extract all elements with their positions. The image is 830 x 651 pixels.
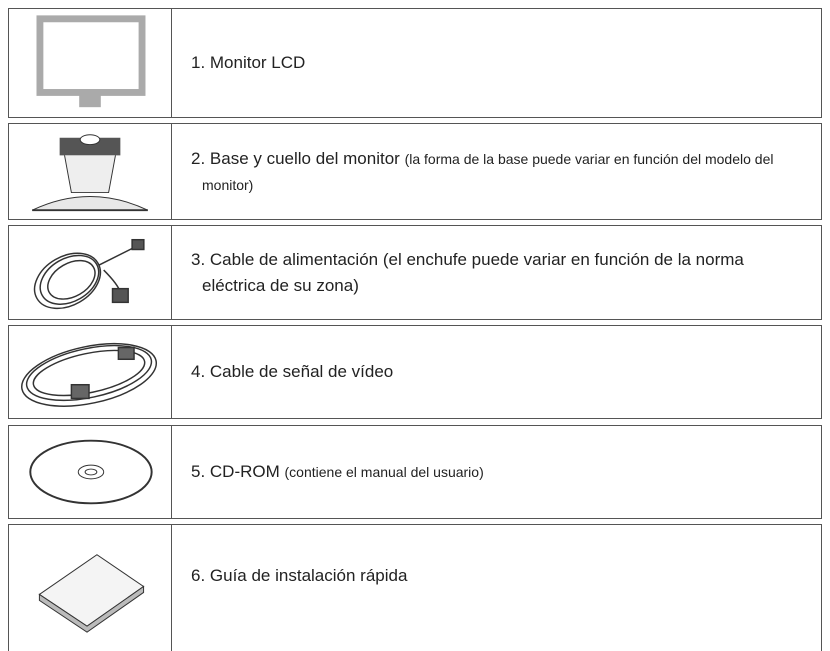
power-cable-icon [9,226,172,319]
item-row: 1. Monitor LCD [8,8,822,118]
item-row: 6. Guía de instalación rápida [8,524,822,651]
item-label: 2. Base y cuello del monitor [191,148,400,168]
base-icon [9,124,172,219]
item-label: 6. Guía de instalación rápida [191,566,408,585]
video-cable-icon [9,326,172,418]
guide-icon [9,525,172,651]
item-row: 5. CD-ROM (contiene el manual del usuari… [8,425,822,519]
item-note: (la forma de la base puede variar en fun… [202,150,774,193]
item-label: 5. CD-ROM [191,462,280,481]
item-note: (contiene el manual del usuario) [284,464,484,480]
cd-icon [9,426,172,518]
item-row: 3. Cable de alimentación (el enchufe pue… [8,225,822,320]
item-row: 2. Base y cuello del monitor (la forma d… [8,123,822,220]
item-label: 1. Monitor LCD [191,53,306,72]
item-row: 4. Cable de señal de vídeo [8,325,822,419]
item-label: 3. Cable de alimentación (el enchufe pue… [191,249,744,295]
item-label: 4. Cable de señal de vídeo [191,362,394,381]
monitor-icon [9,9,172,117]
